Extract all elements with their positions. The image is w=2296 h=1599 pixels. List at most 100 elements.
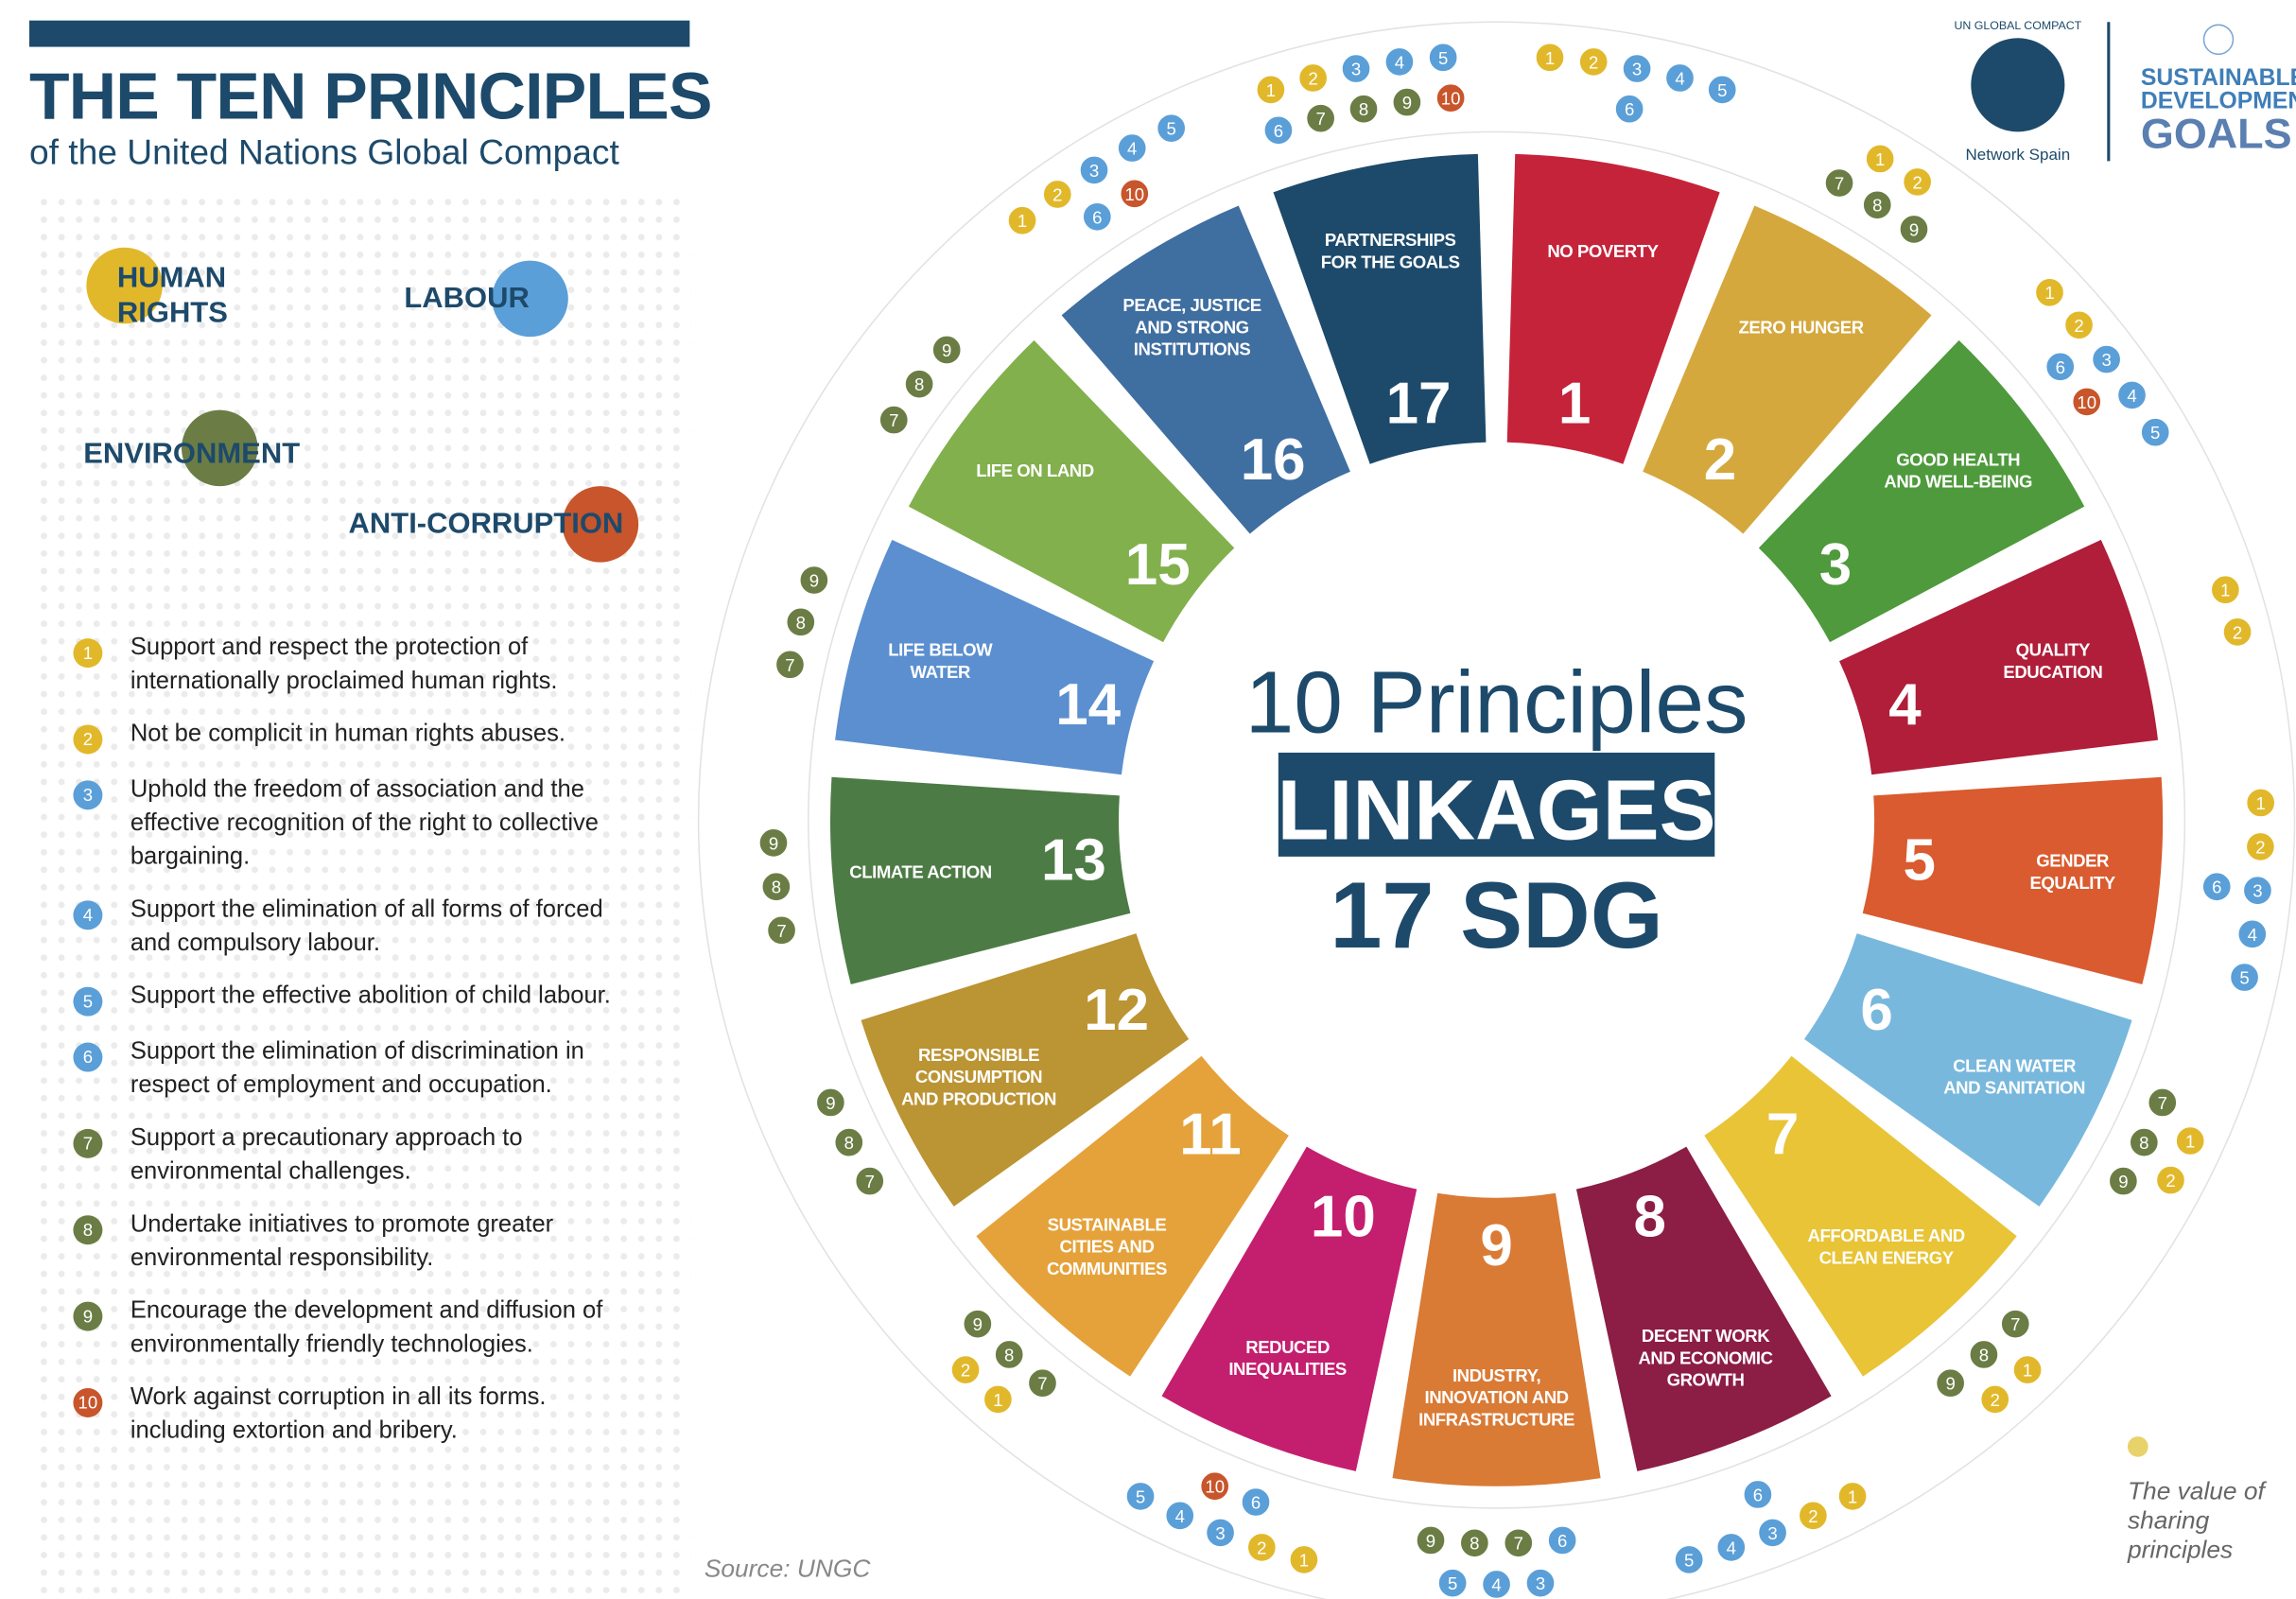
- sdg-segment: [1643, 205, 1932, 534]
- principle-dot-number: 2: [961, 1361, 970, 1381]
- principle-dot: [2228, 961, 2261, 994]
- principle-dot-number: 1: [2023, 1361, 2032, 1381]
- sdg-segment: [1862, 776, 2164, 984]
- ring: [698, 21, 2296, 1599]
- category-circle: [86, 247, 163, 324]
- sdg-label: QUALITY EDUCATION: [2003, 639, 2103, 683]
- principle-dot-number: 1: [1545, 48, 1555, 68]
- category-circle: [492, 260, 568, 338]
- principle-dot-number: 8: [1359, 99, 1368, 119]
- principle-dot: [833, 1126, 865, 1158]
- subtitle: of the United Nations Global Compact: [28, 132, 619, 173]
- sdg-label: GOOD HEALTH AND WELL-BEING: [1884, 449, 2032, 493]
- sdg-segment: [861, 933, 1190, 1207]
- principle-dot: [1823, 166, 1855, 200]
- sdg-segment: [829, 776, 1131, 984]
- principle-dot: [1864, 143, 1896, 175]
- sdg-label: NO POVERTY: [1547, 240, 1659, 261]
- principle-dot-number: 9: [1909, 219, 1919, 239]
- center-line-1: 10 Principles: [1245, 652, 1748, 751]
- principle-item: 5 Support the effective abolition of chil…: [73, 980, 658, 1017]
- principle-dot-number: 2: [1991, 1390, 2000, 1410]
- principle-dot-number: 5: [1717, 80, 1727, 100]
- principle-dot-number: 3: [1215, 1523, 1225, 1543]
- principle-dot: [814, 1086, 847, 1119]
- sdg-segment: [1758, 339, 2085, 643]
- sdg-label: CLEAN WATER AND SANITATION: [1943, 1055, 2085, 1099]
- sdg-label: LIFE BELOW WATER: [888, 639, 993, 683]
- principle-dot-number: 2: [1912, 172, 1922, 192]
- principle-dot: [1480, 1568, 1513, 1599]
- principle-dot: [962, 1308, 994, 1340]
- sdg-number: 10: [1311, 1185, 1376, 1250]
- category-circle: [562, 486, 639, 563]
- principle-dot: [1391, 86, 1423, 118]
- principle-dot-number: 8: [1979, 1345, 1989, 1364]
- principle-dot-number: 4: [1491, 1574, 1501, 1594]
- sdg-number: 3: [1819, 532, 1852, 598]
- principle-dot-number: 1: [2185, 1131, 2195, 1151]
- principle-item: 1 Support and respect the protection of i…: [73, 631, 658, 698]
- principle-dot-number: 1: [993, 1390, 1002, 1410]
- principle-dot-number: 1: [2256, 793, 2266, 813]
- principle-dot-number: 8: [1004, 1345, 1014, 1364]
- principle-dot-number: 4: [1675, 68, 1684, 88]
- principle-dot-number: 6: [1753, 1485, 1763, 1504]
- principle-dot: [2090, 343, 2123, 375]
- tagline: The value of sharing principles: [2127, 1477, 2265, 1564]
- principle-dot: [878, 404, 910, 436]
- principle-dot: [2154, 1164, 2187, 1196]
- sdg-label: CLIMATE ACTION: [849, 861, 992, 883]
- principle-dot-number: 7: [889, 410, 898, 430]
- principle-number: 1: [73, 638, 103, 669]
- principle-item: 10 Work against corruption in all its for…: [73, 1381, 658, 1448]
- principle-dot-number: 10: [1124, 184, 1144, 204]
- principle-dot: [854, 1165, 886, 1197]
- principle-dot: [1288, 1543, 1320, 1576]
- principle-dot-number: 8: [914, 374, 924, 394]
- principle-dot: [1836, 1480, 1869, 1513]
- principle-number: 8: [73, 1215, 103, 1245]
- principle-dot-number: 6: [1092, 207, 1102, 227]
- principle-dot: [903, 368, 935, 400]
- principle-dot: [1116, 131, 1148, 165]
- principle-dot: [1340, 52, 1372, 85]
- principle-dot: [2011, 1353, 2044, 1386]
- principle-dot-number: 1: [1848, 1486, 1857, 1506]
- principle-dot: [982, 1383, 1015, 1416]
- ring: [807, 130, 2186, 1509]
- principle-dot-number: 6: [2212, 878, 2221, 897]
- principle-dot: [1078, 154, 1110, 186]
- principle-dot-number: 3: [1351, 60, 1361, 79]
- principle-dot-number: 7: [776, 921, 786, 941]
- principle-text: Support a precautionary approach to envi…: [130, 1124, 523, 1185]
- logo-network: Network Spain: [1966, 146, 2071, 164]
- principle-dot: [1534, 42, 1566, 74]
- sdg-segment: [1506, 153, 1720, 464]
- sdg-number: 14: [1055, 672, 1121, 738]
- sdg-number: 6: [1860, 978, 1892, 1043]
- principle-dot-number: 7: [2158, 1093, 2167, 1113]
- principle-dot-number: 2: [1589, 52, 1598, 72]
- sdg-number: 16: [1241, 427, 1306, 493]
- principle-text: Uphold the freedom of association and th…: [130, 775, 600, 870]
- principle-dot-number: 2: [1808, 1506, 1818, 1526]
- principle-text: Support the elimination of all forms of …: [130, 895, 603, 957]
- principle-dot: [1304, 102, 1337, 134]
- sdg-number: 7: [1766, 1103, 1799, 1168]
- sdg-label: INDUSTRY, INNOVATION AND INFRASTRUCTURE: [1418, 1364, 1575, 1431]
- principle-dot-number: 2: [1308, 68, 1317, 88]
- principle-dot-number: 7: [865, 1172, 875, 1191]
- principle-dot-number: 1: [1266, 80, 1276, 100]
- principle-dot: [757, 826, 790, 860]
- sdg-label: PARTNERSHIPS FOR THE GOALS: [1320, 229, 1460, 272]
- sdg-number: 11: [1179, 1103, 1241, 1168]
- principle-dot: [1204, 1517, 1237, 1549]
- principle-dot: [1262, 114, 1295, 147]
- sdg-segment: [908, 339, 1235, 643]
- principle-dot-number: 2: [2255, 837, 2265, 857]
- principle-text: Undertake initiatives to promote greater…: [130, 1210, 554, 1272]
- principle-dot: [1935, 1367, 1967, 1399]
- principle-dot: [798, 564, 830, 597]
